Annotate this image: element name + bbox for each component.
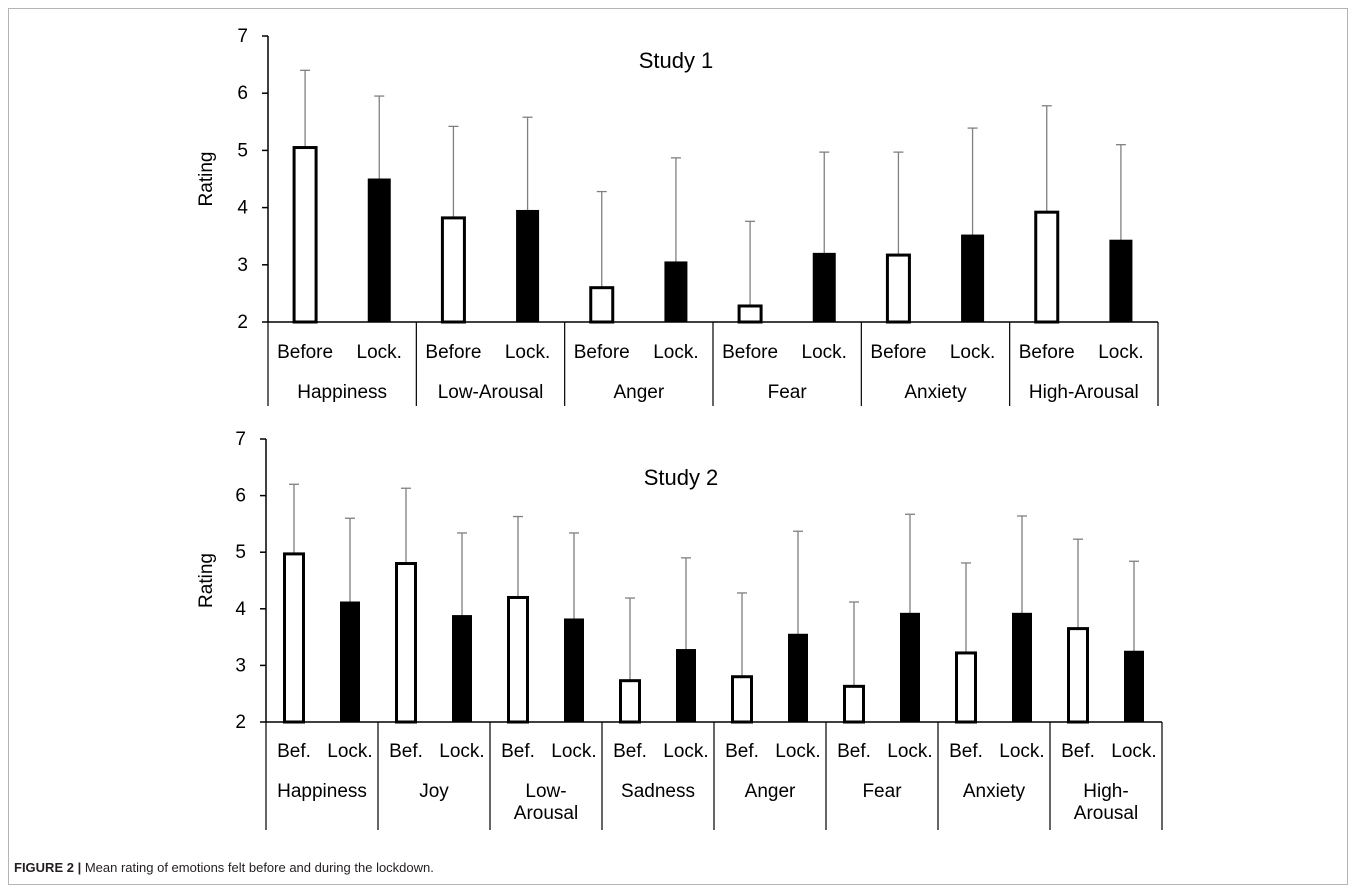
category-label: Happiness (297, 382, 387, 403)
bar-before (955, 651, 977, 724)
bar-label-lockdown: Lock. (505, 342, 550, 363)
y-tick-label: 3 (237, 255, 248, 276)
bar-lockdown (516, 209, 540, 323)
bar-label-lockdown: Lock. (999, 741, 1044, 762)
bar-label-lockdown: Lock. (1111, 741, 1156, 762)
bar-lockdown (1012, 612, 1032, 723)
bar-label-lockdown: Lock. (663, 741, 708, 762)
bar-label-before: Before (574, 342, 630, 363)
category-label: High- (1083, 781, 1128, 802)
bar-label-lockdown: Lock. (950, 342, 995, 363)
category-label: Arousal (1074, 803, 1138, 824)
bar-before (440, 216, 466, 324)
bar-label-before: Before (722, 342, 778, 363)
bar-label-lockdown: Lock. (357, 342, 402, 363)
bar-lockdown (1109, 239, 1133, 323)
category-label: Arousal (514, 803, 578, 824)
caption-label: FIGURE 2 | (14, 860, 82, 875)
category-label: Anxiety (963, 781, 1026, 802)
chart-title: Study 1 (639, 48, 714, 73)
y-axis-label: Rating (196, 553, 217, 608)
chart-2: Study 2 Rating 2 3 4 5 6 7 Bef. Lock. Happiness Bef… (196, 429, 1163, 830)
figure-frame (8, 8, 1348, 885)
bar-before (843, 684, 865, 724)
category-label: Happiness (277, 781, 367, 802)
y-tick-label: 6 (237, 83, 248, 104)
bar-label-before: Before (425, 342, 481, 363)
caption-text: Mean rating of emotions felt before and … (84, 860, 434, 875)
bar-label-lockdown: Lock. (327, 741, 372, 762)
bar-before (507, 595, 529, 724)
y-tick-label: 4 (237, 198, 248, 219)
bar-lockdown (664, 261, 688, 323)
chart-1: Study 1 Rating 2 3 4 5 6 7 Before Lock. Happiness B… (196, 26, 1159, 406)
bar-before (885, 253, 911, 324)
bar-before (1034, 210, 1060, 324)
bar-before (731, 675, 753, 724)
bar-before (1067, 627, 1089, 724)
bar-lockdown (961, 234, 985, 323)
bar-before (395, 562, 417, 724)
bar-label-lockdown: Lock. (887, 741, 932, 762)
bar-lockdown (367, 178, 391, 323)
bar-label-before: Before (1019, 342, 1075, 363)
category-label: Fear (862, 781, 902, 802)
category-label: Low- (525, 781, 566, 802)
y-tick-label: 7 (237, 26, 248, 47)
bar-label-lockdown: Lock. (439, 741, 484, 762)
bar-label-before: Bef. (1061, 741, 1095, 762)
bar-label-lockdown: Lock. (653, 342, 698, 363)
bar-label-before: Bef. (277, 741, 311, 762)
bar-before (619, 679, 641, 724)
bar-lockdown (812, 252, 836, 323)
y-tick-label: 7 (235, 429, 246, 450)
bar-label-before: Bef. (837, 741, 871, 762)
y-tick-label: 5 (237, 140, 248, 161)
bar-before (292, 146, 318, 324)
bar-lockdown (788, 633, 808, 723)
bar-label-before: Bef. (725, 741, 759, 762)
bar-label-lockdown: Lock. (551, 741, 596, 762)
category-label: Anxiety (904, 382, 967, 403)
bar-label-before: Bef. (949, 741, 983, 762)
y-tick-label: 2 (235, 712, 246, 733)
y-tick-label: 2 (237, 312, 248, 333)
y-axis-label: Rating (196, 152, 217, 207)
figure-caption: FIGURE 2 | Mean rating of emotions felt … (14, 860, 434, 875)
y-tick-label: 5 (235, 542, 246, 563)
bar-label-lockdown: Lock. (1098, 342, 1143, 363)
bar-label-before: Bef. (613, 741, 647, 762)
category-label: Sadness (621, 781, 695, 802)
y-tick-label: 6 (235, 486, 246, 507)
bar-lockdown (900, 612, 920, 723)
bar-lockdown (564, 618, 584, 723)
category-label: Joy (419, 781, 449, 802)
bar-label-before: Before (277, 342, 333, 363)
bar-before (737, 304, 763, 324)
bar-label-before: Before (870, 342, 926, 363)
bar-before (589, 286, 615, 324)
category-label: Low-Arousal (438, 382, 544, 403)
bar-label-before: Bef. (389, 741, 423, 762)
category-label: Fear (768, 382, 808, 403)
bar-lockdown (676, 649, 696, 723)
bar-before (283, 552, 305, 724)
category-label: Anger (745, 781, 796, 802)
chart-title: Study 2 (644, 465, 719, 490)
bar-label-lockdown: Lock. (775, 741, 820, 762)
y-tick-label: 4 (235, 599, 246, 620)
y-tick-label: 3 (235, 655, 246, 676)
category-label: High-Arousal (1029, 382, 1139, 403)
bar-lockdown (340, 601, 360, 723)
category-label: Anger (613, 382, 664, 403)
bar-label-before: Bef. (501, 741, 535, 762)
bar-label-lockdown: Lock. (802, 342, 847, 363)
bar-lockdown (1124, 650, 1144, 723)
bar-lockdown (452, 615, 472, 723)
